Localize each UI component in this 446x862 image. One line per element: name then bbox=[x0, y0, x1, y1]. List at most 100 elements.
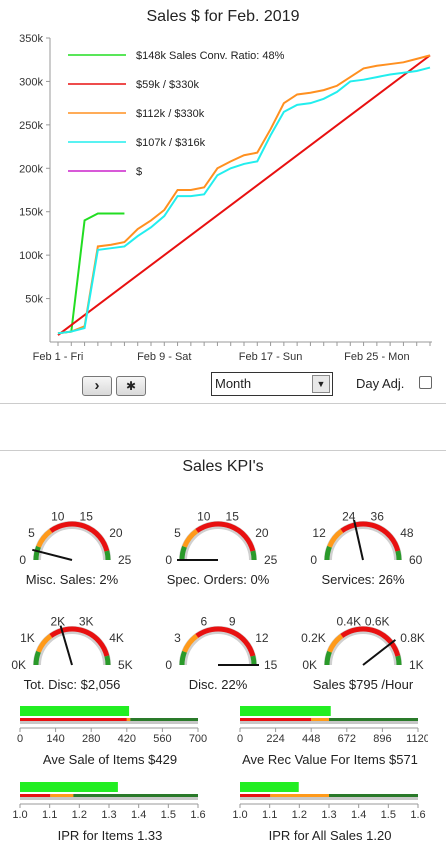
gauge-band-green bbox=[250, 550, 257, 561]
bar-tick-label: 1120 bbox=[406, 733, 428, 744]
kpi-title: Sales KPI's bbox=[182, 458, 264, 475]
next-button[interactable]: › bbox=[82, 376, 112, 396]
gauge-tick-label: 24 bbox=[342, 509, 356, 523]
sales-line-chart: 50k 100k 150k 200k 250k 300k 350k Feb 1 - Fri Fe… bbox=[19, 33, 432, 363]
gauge-band-red bbox=[49, 626, 110, 657]
bar-value bbox=[240, 782, 299, 792]
legend-label: $ bbox=[136, 166, 142, 178]
bar-band-red bbox=[20, 794, 51, 797]
gauge-tick-label: 20 bbox=[109, 526, 123, 540]
gauge-tick-label: 15 bbox=[226, 509, 240, 523]
gauge-tick-label: 15 bbox=[264, 658, 278, 672]
day-adj-label: Day Adj. bbox=[356, 376, 405, 391]
bar-tick-label: 280 bbox=[82, 733, 100, 744]
asterisk-button[interactable]: ✱ bbox=[116, 376, 146, 396]
gauge-caption: Misc. Sales: 2% bbox=[25, 572, 119, 587]
day-adj-checkbox[interactable] bbox=[419, 376, 432, 389]
gauge-band-orange bbox=[327, 633, 344, 653]
gauge-needle bbox=[362, 639, 397, 666]
bar-value bbox=[20, 782, 118, 792]
gauge-tick-label: 48 bbox=[400, 526, 414, 540]
bar-tick-label: 1.3 bbox=[321, 809, 336, 820]
bar-tick-label: 1.6 bbox=[410, 809, 425, 820]
gauge-tick-label: 0 bbox=[310, 553, 317, 567]
bar-value bbox=[20, 706, 130, 716]
gauge-tick-label: 0.2K bbox=[301, 631, 326, 645]
bar-caption: Ave Sale of Items $429 bbox=[42, 752, 178, 767]
gauge-band-orange bbox=[36, 633, 53, 653]
y-tick-label: 300k bbox=[19, 76, 43, 88]
bar-band-orange bbox=[270, 794, 329, 797]
gauge-tick-label: 0.4K bbox=[336, 614, 361, 628]
gauge-tick-label: 5 bbox=[174, 526, 181, 540]
bar-tick-label: 140 bbox=[46, 733, 64, 744]
gauge-caption: Tot. Disc: $2,056 bbox=[23, 677, 121, 692]
bar-tick-label: 1.0 bbox=[232, 809, 247, 820]
gauge-tick-label: 2K bbox=[50, 614, 65, 628]
gauge-tick-label: 1K bbox=[409, 658, 424, 672]
bar-caption: IPR for Items 1.33 bbox=[57, 828, 163, 843]
gauge-tick-label: 12 bbox=[312, 526, 326, 540]
gauge-tick-label: 0K bbox=[302, 658, 317, 672]
bar-tick-label: 1.2 bbox=[72, 809, 87, 820]
series-line bbox=[57, 66, 431, 335]
gauge-caption: Sales $795 /Hour bbox=[312, 677, 414, 692]
bullet-bar: 1.0 1.1 1.2 1.3 1.4 1.5 1.6 bbox=[12, 782, 206, 820]
bar-tick-label: 420 bbox=[118, 733, 136, 744]
gauge-band-orange bbox=[182, 633, 199, 653]
gauge-tick-label: 3K bbox=[79, 614, 94, 628]
gauge-caption: Services: 26% bbox=[321, 572, 405, 587]
gauge-band-green bbox=[104, 655, 111, 666]
bar-tick-label: 1.5 bbox=[381, 809, 396, 820]
gauge-band-green bbox=[33, 545, 41, 561]
gauge-band-green bbox=[179, 650, 187, 666]
bar-tick-label: 1.4 bbox=[351, 809, 366, 820]
chevron-down-icon: ▼ bbox=[312, 375, 330, 393]
bar-band-green bbox=[329, 718, 418, 721]
bar-band-red bbox=[240, 794, 271, 797]
bar-value bbox=[240, 706, 331, 716]
gauge-tick-label: 5 bbox=[28, 526, 35, 540]
gauge-tick-label: 10 bbox=[51, 509, 65, 523]
gauge-tick-label: 0.6K bbox=[365, 614, 390, 628]
gauge-tick-label: 15 bbox=[80, 509, 94, 523]
gauge-tick-label: 6 bbox=[200, 614, 207, 628]
gauge-tick-label: 25 bbox=[264, 553, 278, 567]
gauge-band-green bbox=[395, 550, 402, 561]
bar-band-red bbox=[240, 718, 312, 721]
gauge-band-green bbox=[395, 655, 402, 666]
x-tick-label: Feb 9 - Sat bbox=[137, 351, 191, 363]
y-tick-label: 150k bbox=[19, 207, 43, 219]
gauge-tick-label: 5K bbox=[118, 658, 133, 672]
period-select-value: Month bbox=[215, 376, 252, 391]
bar-tick-label: 448 bbox=[302, 733, 320, 744]
gauge-band-red bbox=[195, 521, 256, 552]
gauge-tick-label: 4K bbox=[109, 631, 124, 645]
bar-band-orange bbox=[126, 718, 131, 721]
x-tick-label: Feb 25 - Mon bbox=[344, 351, 409, 363]
period-select[interactable]: Month ▼ bbox=[211, 372, 333, 396]
bar-tick-label: 672 bbox=[338, 733, 356, 744]
gauge-track bbox=[324, 626, 402, 666]
gauge-band-red bbox=[49, 521, 110, 552]
gauge-band-red bbox=[340, 626, 401, 657]
x-tick-label: Feb 1 - Fri bbox=[33, 351, 84, 363]
gauge-tick-label: 25 bbox=[118, 553, 132, 567]
bar-tick-label: 1.1 bbox=[262, 809, 277, 820]
gauge-tick-label: 0 bbox=[165, 553, 172, 567]
gauge-band-green bbox=[33, 650, 41, 666]
gauge: 05 10 15 20 25 bbox=[19, 509, 132, 567]
gauge-track bbox=[33, 626, 111, 666]
gauge: 0K 0.2K 0.4K 0.6K 0.8K 1K bbox=[301, 614, 425, 672]
bar-tick-label: 1.5 bbox=[161, 809, 176, 820]
gauge-track bbox=[324, 521, 402, 561]
legend-label: $112k / $330k bbox=[136, 108, 205, 120]
y-tick-label: 350k bbox=[19, 33, 43, 45]
gauge-tick-label: 0K bbox=[11, 658, 26, 672]
gauge-tick-label: 1K bbox=[20, 631, 35, 645]
bar-tick-label: 560 bbox=[153, 733, 171, 744]
bar-band-orange bbox=[311, 718, 329, 721]
gauge-band-green bbox=[179, 545, 187, 561]
gauge-tick-label: 12 bbox=[255, 631, 269, 645]
gauge-band-red bbox=[195, 626, 256, 657]
